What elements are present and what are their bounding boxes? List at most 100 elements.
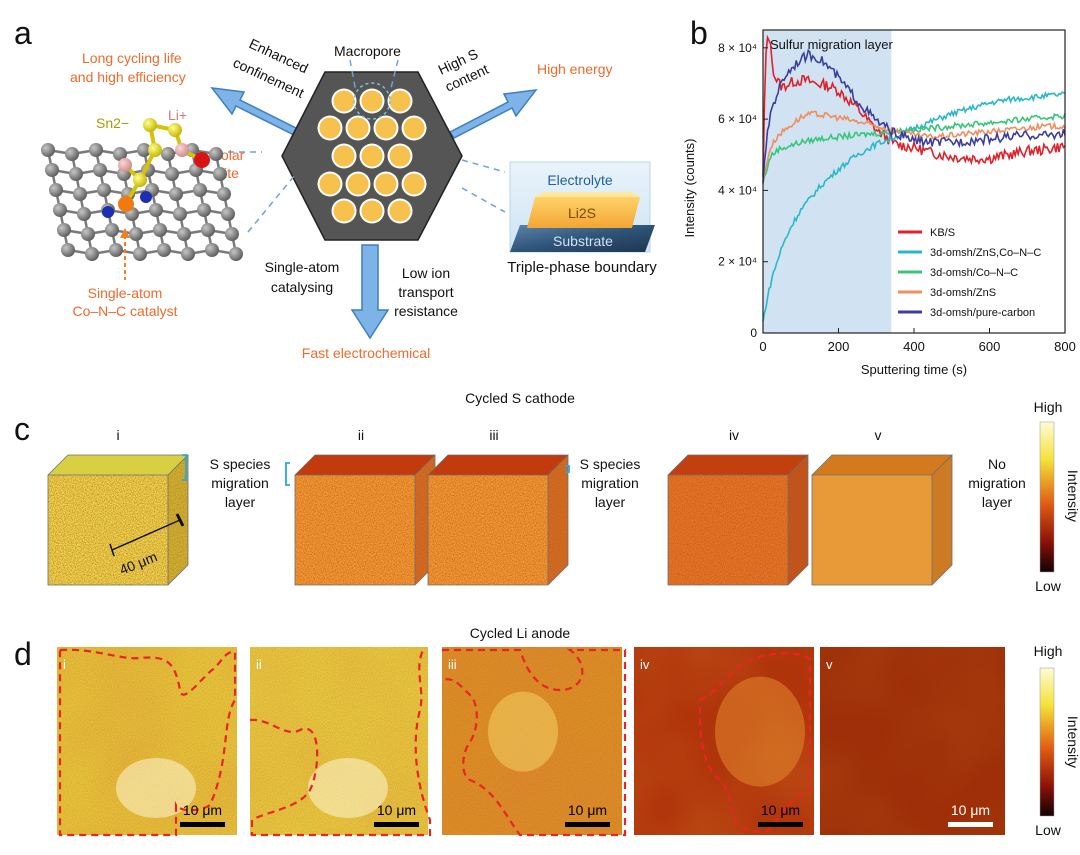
panel-a-schematic: Macropore Enhanced confinement High S co…: [41, 35, 657, 361]
scale-bar: [948, 822, 993, 827]
dashed-callouts: [228, 59, 506, 233]
catalysing-line1: Single-atom: [265, 259, 340, 275]
panel-d-title: Cycled Li anode: [470, 625, 571, 641]
y-axis-label: Intensity (counts): [682, 139, 697, 238]
no-migration-line3: layer: [982, 494, 1013, 510]
map-roman-label: iv: [640, 657, 650, 672]
y-tick-label: 0: [750, 326, 757, 340]
species-line2-a: migration: [211, 475, 269, 491]
cb-d-label: Intensity: [1065, 716, 1080, 768]
fast-electrochemical-label: Fast electrochemical: [302, 345, 430, 361]
macropore-circle: [389, 145, 411, 167]
map-roman-label: v: [826, 657, 833, 672]
x-tick-label: 400: [903, 339, 925, 354]
macropore-circle: [403, 173, 425, 195]
cb-c-high: High: [1034, 399, 1063, 415]
map-roman-label: i: [63, 657, 66, 672]
colorbar-c: [1039, 421, 1055, 573]
species-line2-b: migration: [581, 475, 639, 491]
cube-1: [47, 454, 189, 586]
x-tick-label: 200: [828, 339, 850, 354]
triple-phase-boundary-diagram: [509, 161, 655, 253]
x-tick-label: 0: [759, 339, 766, 354]
scale-bar: [180, 822, 225, 827]
panel-label-c: c: [14, 411, 30, 447]
electrolyte-label: Electrolyte: [547, 172, 613, 188]
macropore-circle: [361, 145, 383, 167]
legend-label: 3d-omsh/pure-carbon: [930, 307, 1035, 319]
macropore-circle: [333, 90, 355, 112]
macropore-circle: [333, 145, 355, 167]
x-tick-label: 600: [979, 339, 1001, 354]
sn-label: Sn2−: [96, 115, 129, 131]
legend-label: KB/S: [930, 227, 955, 239]
triple-phase-boundary-label: Triple-phase boundary: [507, 259, 657, 276]
li-anode-map-2: ii 10 μm: [249, 647, 432, 837]
cube-roman-label: iii: [489, 427, 498, 443]
cube-roman-label: v: [875, 427, 882, 443]
sulfur-migration-shade: [763, 30, 892, 333]
long-cycling-line2: and high efficiency: [70, 69, 186, 85]
catalysing-line2: catalysing: [271, 279, 333, 295]
cb-d-high: High: [1034, 643, 1063, 659]
scale-bar-label: 10 μm: [568, 802, 607, 818]
cube-roman-label: ii: [358, 427, 364, 443]
macropore-circle: [375, 173, 397, 195]
chart-legend: KB/S 3d-omsh/ZnS,Co–N–C 3d-omsh/Co–N–C 3d-o…: [898, 227, 1041, 319]
macropore-circle: [333, 200, 355, 222]
macropore-circle: [375, 117, 397, 139]
li-plus-label: Li+: [168, 107, 187, 123]
series-line-3: [762, 110, 1066, 185]
species-line3-b: layer: [595, 494, 626, 510]
cube-roman-label: iv: [729, 427, 739, 443]
panel-d-maps: Cycled Li anode i 10 μm ii 10 μm iii 10 μm iv 1…: [57, 625, 1080, 838]
shade-annotation: Sulfur migration layer: [770, 37, 893, 52]
x-tick-label: 800: [1054, 339, 1076, 354]
macropore-circle: [347, 117, 369, 139]
macropore-circle: [319, 117, 341, 139]
panel-b-chart: Sulfur migration layer 0 200 400 600 800 0 2 ×…: [682, 29, 1076, 377]
scale-bar-label: 10 μm: [951, 802, 990, 818]
macropore-circle: [389, 90, 411, 112]
macropore-circle: [347, 173, 369, 195]
li-anode-map-4: iv 10 μm: [634, 647, 814, 835]
legend-label: 3d-omsh/Co–N–C: [930, 267, 1018, 279]
cube-roman-label: i: [116, 427, 119, 443]
series-line-2: [762, 113, 1066, 184]
arrow-enhanced-confinement: [210, 87, 302, 137]
panel-label-b: b: [690, 15, 708, 51]
macropore-circle: [389, 200, 411, 222]
high-energy-label: High energy: [537, 61, 613, 77]
y-tick-label: 6 × 10⁴: [718, 112, 757, 126]
series-line-1: [762, 91, 1066, 322]
macropore-label: Macropore: [334, 43, 401, 59]
legend-label: 3d-omsh/ZnS: [930, 287, 996, 299]
cb-c-label: Intensity: [1065, 470, 1080, 522]
scale-bar: [374, 822, 419, 827]
y-tick-label: 8 × 10⁴: [718, 41, 757, 55]
series-line-4: [762, 48, 1066, 183]
cb-c-low: Low: [1035, 578, 1062, 594]
cube-5: [811, 454, 953, 586]
arrow-high-s-content: [448, 89, 538, 139]
no-migration-line2: migration: [968, 475, 1026, 491]
macropore-circle: [361, 200, 383, 222]
panel-label-d: d: [14, 636, 32, 672]
li2s-label: Li2S: [568, 205, 596, 221]
scale-bar-label: 10 μm: [761, 802, 800, 818]
scale-bar: [565, 822, 610, 827]
colorbar-d: [1039, 667, 1055, 817]
x-axis-label: Sputtering time (s): [861, 362, 967, 377]
scale-bar-label: 10 μm: [183, 802, 222, 818]
low-ion-line2: transport: [398, 284, 453, 300]
li-anode-map-3: iii 10 μm: [441, 647, 627, 837]
map-roman-label: iii: [448, 657, 457, 672]
y-tick-label: 4 × 10⁴: [718, 183, 757, 197]
map-roman-label: ii: [256, 657, 262, 672]
single-atom-catalyst-line1: Single-atom: [88, 285, 163, 301]
scale-bar-label: 10 μm: [377, 802, 416, 818]
cube-2: [294, 454, 436, 586]
panel-c-title: Cycled S cathode: [465, 390, 575, 406]
long-cycling-line1: Long cycling life: [82, 50, 182, 66]
